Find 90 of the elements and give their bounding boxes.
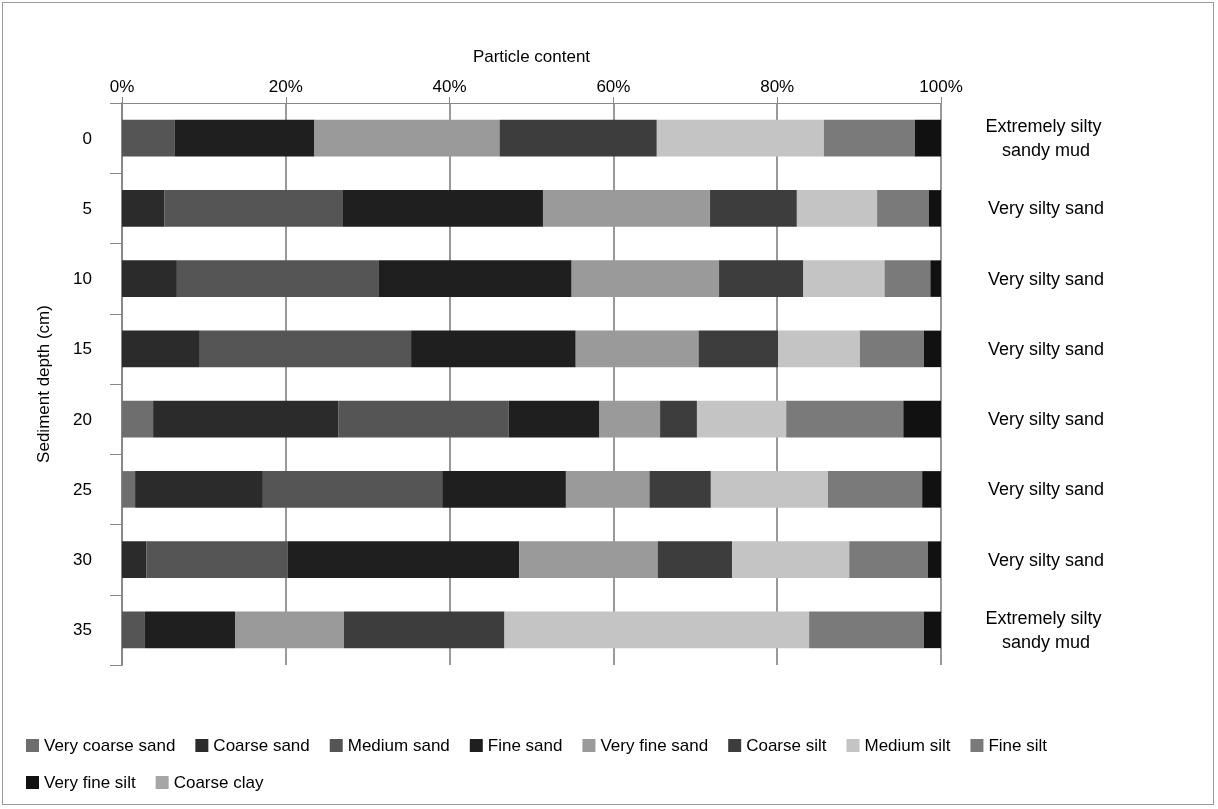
x-tick-label: 60% — [596, 77, 631, 96]
bar — [287, 541, 520, 578]
y-tick-label: 25 — [73, 479, 92, 499]
bar — [884, 260, 931, 297]
bar — [710, 471, 828, 508]
bar — [135, 471, 263, 508]
bar — [660, 400, 697, 438]
bar — [122, 330, 200, 368]
bar — [122, 400, 154, 438]
legend-label: Very fine silt — [44, 773, 136, 792]
bar — [122, 611, 145, 649]
x-tick-label: 0% — [109, 77, 135, 96]
text: Very silty sand — [987, 338, 1105, 359]
bar — [508, 400, 600, 438]
bar — [922, 471, 941, 508]
legend-label: Coarse silt — [746, 736, 827, 755]
bar — [342, 190, 543, 227]
y-tick-label: 10 — [73, 269, 92, 289]
y-tick-label: 15 — [73, 339, 92, 359]
x-tick-label: 20% — [268, 77, 303, 96]
legend-label: Fine sand — [487, 736, 563, 755]
bar — [146, 541, 288, 578]
y-tick-label: 5 — [82, 198, 92, 218]
bar — [778, 330, 860, 368]
bar — [657, 541, 733, 578]
legend-label: Coarse sand — [213, 736, 310, 755]
bar — [499, 119, 657, 157]
bar — [199, 330, 412, 368]
bar — [122, 190, 165, 227]
bar — [174, 119, 315, 157]
bar — [923, 330, 941, 368]
bar — [859, 330, 924, 368]
x-tick-label: 80% — [760, 77, 795, 96]
bar — [411, 330, 576, 368]
legend-label: Medium sand — [347, 736, 450, 755]
text: Very silty sand — [987, 409, 1105, 430]
bar — [827, 471, 923, 508]
bar — [442, 471, 566, 508]
bar — [338, 400, 509, 438]
legend-label: Fine silt — [988, 736, 1048, 755]
x-tick-label: 40% — [432, 77, 467, 96]
bar — [144, 611, 236, 649]
x-axis-title: Particle content — [472, 47, 591, 66]
bar — [504, 611, 810, 649]
bar — [914, 119, 941, 157]
y-tick-label: 0 — [82, 128, 92, 148]
bar — [786, 400, 904, 438]
bar — [928, 190, 941, 227]
bar — [698, 330, 779, 368]
text: Very silty sand — [987, 549, 1105, 570]
bar — [122, 260, 177, 297]
bar — [877, 190, 929, 227]
bar — [923, 611, 941, 649]
bar — [262, 471, 443, 508]
y-tick-label: 20 — [73, 409, 92, 429]
bar — [122, 471, 136, 508]
bar — [122, 119, 175, 157]
text: Very silty sand — [987, 479, 1105, 500]
text: Extremely silty sandy mud — [985, 116, 1107, 161]
bar — [696, 400, 787, 438]
bar — [732, 541, 850, 578]
x-tick-label: 100% — [919, 77, 963, 96]
y-tick-label: 30 — [73, 550, 92, 570]
bar — [153, 400, 339, 438]
bar — [849, 541, 928, 578]
bar — [930, 260, 941, 297]
bar — [656, 119, 824, 157]
bar — [176, 260, 379, 297]
legend-label: Coarse clay — [173, 773, 264, 792]
legend-label: Medium silt — [864, 736, 951, 755]
bar — [122, 541, 147, 578]
text: Very silty sand — [987, 268, 1105, 289]
bar — [803, 260, 885, 297]
bar — [809, 611, 924, 649]
legend-label: Very fine sand — [600, 736, 709, 755]
bar — [927, 541, 941, 578]
bar — [823, 119, 915, 157]
bar — [164, 190, 343, 227]
text: Very silty sand — [987, 198, 1105, 219]
bar — [343, 611, 505, 649]
bar — [796, 190, 878, 227]
bar — [719, 260, 804, 297]
bar — [710, 190, 797, 227]
y-tick-label: 35 — [73, 620, 92, 640]
legend-label: Very coarse sand — [44, 736, 176, 755]
text: Extremely silty sandy mud — [985, 607, 1107, 652]
bar — [649, 471, 711, 508]
bar — [903, 400, 941, 438]
y-axis-title: Sediment depth (cm) — [34, 305, 53, 463]
bar — [378, 260, 572, 297]
